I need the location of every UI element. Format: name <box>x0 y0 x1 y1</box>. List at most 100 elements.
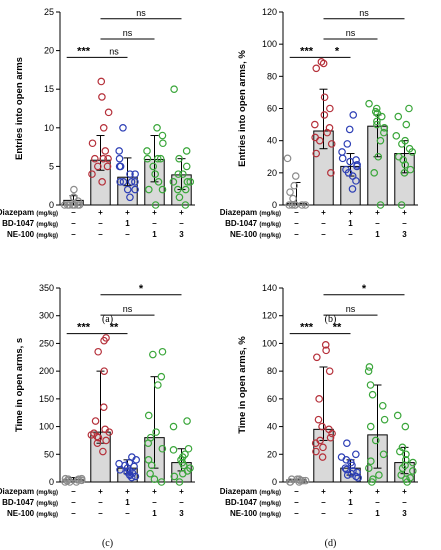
y-tick-label: 0 <box>49 477 54 487</box>
treatment-value: 1 <box>348 498 353 507</box>
data-point <box>298 201 306 209</box>
data-point <box>406 474 414 482</box>
treatment-value: + <box>375 487 380 496</box>
treatment-value: + <box>179 208 184 217</box>
data-point <box>327 169 335 177</box>
y-tick-label: 350 <box>39 283 54 293</box>
treatment-label: Diazepam (mg/kg) <box>0 208 58 217</box>
data-point <box>181 185 190 194</box>
data-point <box>74 475 83 484</box>
treatment-value: + <box>402 487 407 496</box>
data-point <box>373 117 381 126</box>
y-tick-label: 100 <box>262 39 277 49</box>
treatment-unit: (mg/kg) <box>36 501 58 507</box>
y-tick-label: 120 <box>262 311 277 321</box>
data-point <box>394 112 403 121</box>
treatment-value: – <box>179 219 184 228</box>
treatment-name: Diazepam <box>220 208 260 217</box>
data-point <box>319 443 327 452</box>
treatment-value: – <box>152 498 157 507</box>
treatment-name: Diazepam <box>220 487 260 496</box>
data-point <box>400 169 409 177</box>
data-point <box>144 411 153 420</box>
treatment-value: + <box>152 208 157 217</box>
data-point <box>321 341 330 349</box>
data-point <box>128 453 136 461</box>
significance-label: * <box>335 45 340 57</box>
treatment-value: – <box>294 208 299 217</box>
treatment-unit: (mg/kg) <box>36 222 58 228</box>
data-point <box>75 201 84 209</box>
data-point <box>88 170 96 178</box>
data-point <box>349 111 358 119</box>
data-point <box>150 475 159 484</box>
significance-label: ns <box>136 8 146 18</box>
data-point <box>313 353 321 362</box>
data-point <box>401 456 410 464</box>
data-point <box>312 64 321 73</box>
treatment-value: 3 <box>402 230 407 239</box>
data-point <box>365 99 373 108</box>
treatment-value: + <box>179 487 184 496</box>
treatment-name: Diazepam <box>0 208 36 217</box>
data-point <box>373 109 382 118</box>
data-point <box>370 169 379 177</box>
data-point <box>170 85 178 94</box>
data-point <box>402 450 410 459</box>
data-point <box>182 147 191 155</box>
significance-label: ** <box>333 322 342 334</box>
treatment-value: 1 <box>375 230 380 239</box>
data-point <box>366 381 375 389</box>
data-point <box>287 475 296 484</box>
data-point <box>368 390 377 399</box>
data-point <box>299 476 307 485</box>
data-point <box>91 417 100 425</box>
panel-caption: (b) <box>325 314 337 325</box>
y-tick-label: 25 <box>44 7 54 17</box>
data-point <box>401 461 409 470</box>
data-point <box>115 147 123 155</box>
treatment-label: BD-1047 (mg/kg) <box>225 498 281 507</box>
treatment-value: – <box>321 230 326 239</box>
data-point <box>315 395 323 403</box>
treatment-value: + <box>348 487 353 496</box>
treatment-value: 1 <box>125 219 130 228</box>
treatment-unit: (mg/kg) <box>259 233 281 239</box>
data-point <box>401 422 410 431</box>
treatment-value: – <box>71 230 76 239</box>
data-point <box>102 436 110 445</box>
y-tick-label: 300 <box>39 311 54 321</box>
treatment-value: – <box>321 509 326 518</box>
data-point <box>98 178 106 186</box>
treatment-unit: (mg/kg) <box>36 233 58 239</box>
treatment-value: 1 <box>152 509 157 518</box>
data-point <box>143 154 152 163</box>
data-point <box>348 185 357 193</box>
data-point <box>151 201 160 209</box>
treatment-unit: (mg/kg) <box>259 490 281 496</box>
treatment-name: NE-100 <box>230 230 259 239</box>
y-axis-label: Time in open arms, % <box>237 336 248 434</box>
data-point <box>380 128 388 137</box>
data-point <box>179 170 187 178</box>
data-point <box>146 433 155 442</box>
treatment-value: – <box>98 509 103 518</box>
data-point <box>376 201 385 209</box>
data-point <box>401 136 409 145</box>
data-point <box>312 149 321 158</box>
data-point <box>374 152 383 161</box>
data-point <box>365 464 373 472</box>
data-point <box>170 472 179 481</box>
data-point <box>175 154 183 163</box>
panel-caption: (a) <box>102 314 113 325</box>
data-point <box>126 170 134 178</box>
data-point <box>291 172 300 180</box>
data-point <box>65 201 74 209</box>
treatment-value: 3 <box>402 509 407 518</box>
y-tick-label: 40 <box>267 422 277 432</box>
data-point <box>327 140 336 148</box>
y-tick-label: 20 <box>44 46 54 56</box>
treatment-unit: (mg/kg) <box>36 512 58 518</box>
treatment-value: – <box>348 230 353 239</box>
data-point <box>90 429 98 438</box>
